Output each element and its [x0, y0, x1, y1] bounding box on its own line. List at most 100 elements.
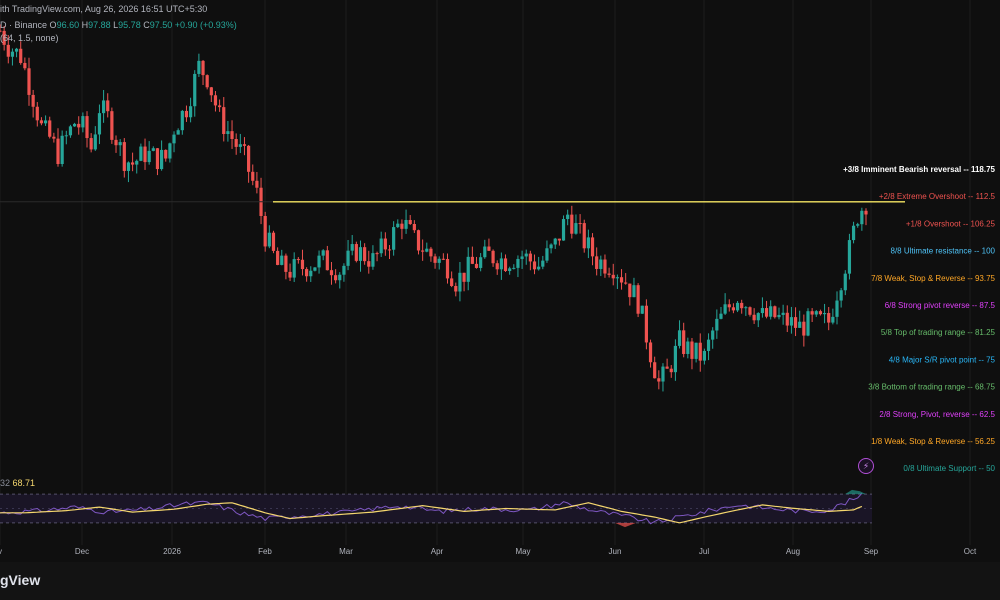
candle-body: [176, 130, 180, 135]
rsi-overbought-fill: [845, 489, 866, 495]
candle-body: [288, 271, 292, 278]
candle-body: [292, 259, 296, 278]
murrey-level-label: 8/8 Ultimate resistance -- 100: [891, 247, 996, 256]
grid-lines: [0, 0, 971, 545]
candle-body: [599, 259, 603, 269]
candle-body: [230, 131, 234, 139]
rsi-oversold-fill: [615, 522, 636, 528]
candle-body: [89, 138, 93, 150]
low-value: 95.78: [118, 20, 141, 30]
x-axis-tick-label: Jun: [609, 547, 622, 556]
x-axis-tick-label: May: [515, 547, 530, 556]
candle-body: [595, 256, 599, 269]
candle-body: [479, 257, 483, 268]
candle-body: [487, 246, 491, 251]
candle-body: [371, 253, 375, 267]
low-label: L: [113, 20, 119, 30]
candle-body: [827, 313, 831, 323]
candle-body: [686, 341, 690, 354]
candle-body: [350, 244, 354, 251]
candle-body: [110, 111, 114, 140]
candle-body: [839, 290, 843, 301]
candle-body: [305, 269, 309, 277]
x-axis-tick-label: Mar: [339, 547, 353, 556]
candle-body: [6, 44, 10, 57]
candle-body: [72, 123, 77, 127]
x-axis-tick-label: Sep: [864, 547, 879, 556]
candle-body: [847, 240, 852, 274]
candle-body: [296, 259, 300, 261]
candle-body: [537, 266, 541, 270]
candle-body: [553, 238, 557, 245]
candle-body: [760, 308, 765, 314]
candle-body: [14, 48, 19, 52]
candle-body: [524, 253, 528, 257]
candle-body: [470, 256, 474, 264]
x-axis-tick-label: Aug: [786, 547, 800, 556]
candle-body: [363, 247, 367, 262]
candle-body: [578, 223, 582, 225]
candle-body: [512, 267, 516, 269]
candle-body: [516, 258, 520, 268]
murrey-level-label: 0/8 Ultimate Support -- 50: [903, 464, 995, 473]
candle-body: [97, 113, 102, 135]
candle-body: [615, 277, 619, 279]
candle-body: [226, 131, 230, 135]
candle-body: [143, 146, 147, 163]
candle-body: [321, 250, 325, 256]
chart-title-fragment: ith TradingView.com, Aug 26, 2026 16:51 …: [0, 4, 208, 14]
x-axis-tick-label: Dec: [75, 547, 89, 556]
candle-body: [400, 223, 404, 229]
murrey-level-label: +3/8 Imminent Bearish reversal -- 118.75: [843, 165, 995, 174]
candle-body: [130, 162, 135, 165]
candle-body: [785, 312, 789, 326]
candle-body: [209, 87, 213, 96]
candle-body: [39, 120, 44, 124]
candle-body: [814, 311, 818, 315]
candle-body: [218, 105, 222, 108]
lightning-icon[interactable]: ⚡: [858, 458, 874, 474]
rsi-prefix: 32: [0, 478, 11, 488]
candle-body: [466, 256, 470, 282]
candle-body: [429, 248, 433, 257]
candle-body: [582, 223, 586, 249]
candle-body: [2, 30, 6, 45]
candle-body: [151, 148, 155, 151]
candle-body: [590, 237, 595, 257]
close-value: 97.50: [149, 20, 173, 30]
candle-body: [690, 341, 694, 359]
candle-body: [653, 362, 657, 379]
candle-body: [267, 232, 271, 247]
candle-body: [342, 265, 346, 275]
candle-body: [740, 302, 744, 309]
candle-body: [450, 278, 454, 286]
rsi-pane: [0, 489, 872, 528]
candle-body: [234, 138, 238, 147]
candle-body: [764, 308, 769, 317]
candle-body: [155, 148, 160, 170]
candle-body: [822, 313, 827, 315]
price-chart[interactable]: +3/8 Imminent Bearish reversal -- 118.75…: [0, 0, 1000, 562]
rsi-band: [0, 494, 872, 523]
candle-body: [60, 135, 64, 164]
murrey-level-label: 6/8 Strong pivot reverse -- 87.5: [885, 301, 996, 310]
candle-body: [735, 302, 740, 311]
candle-body: [114, 139, 118, 146]
candle-body: [810, 311, 814, 315]
candle-body: [781, 312, 785, 315]
candle-body: [180, 110, 184, 131]
candle-body: [632, 285, 636, 298]
candle-body: [325, 250, 329, 271]
candle-body: [27, 68, 31, 95]
candle-body: [238, 144, 242, 147]
candle-body: [769, 306, 773, 317]
candle-body: [416, 230, 421, 251]
candle-body: [715, 318, 719, 331]
x-axis-tick-label: Oct: [964, 547, 977, 556]
candle-body: [126, 162, 131, 171]
candle-body: [698, 342, 702, 361]
candle-body: [669, 368, 673, 373]
high-label: H: [81, 20, 89, 30]
candle-body: [263, 215, 267, 247]
